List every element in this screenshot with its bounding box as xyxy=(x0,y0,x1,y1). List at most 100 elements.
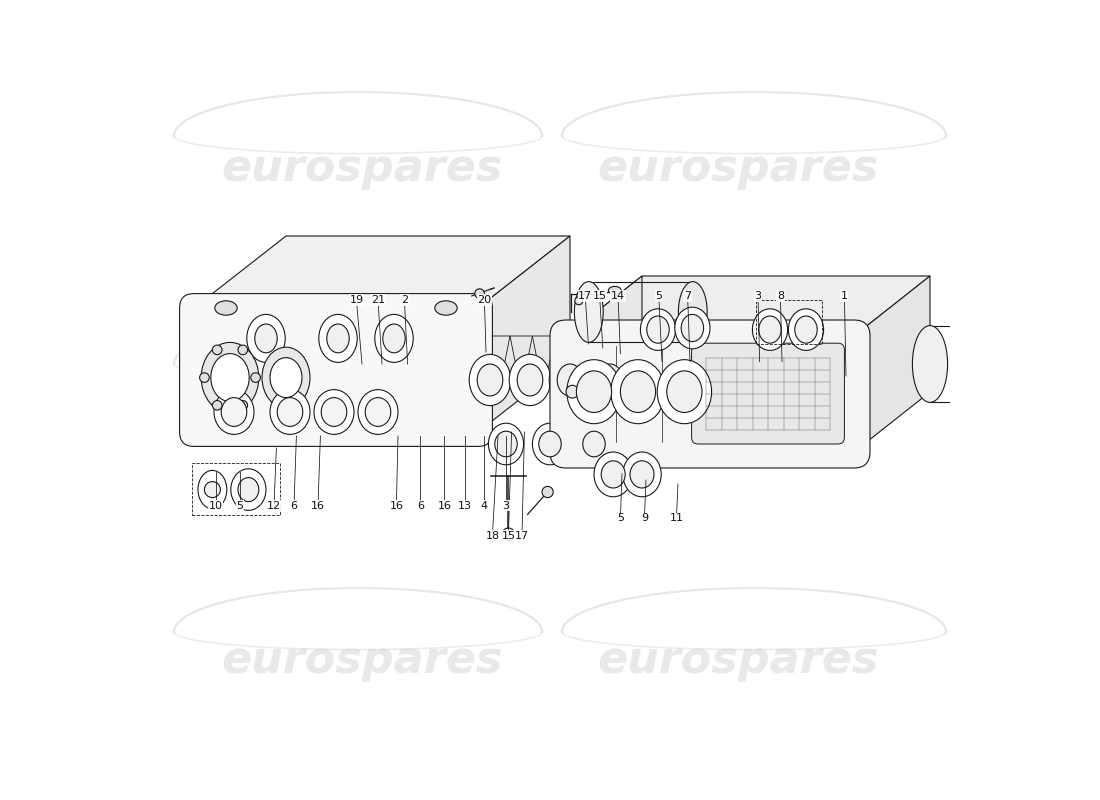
Text: 12: 12 xyxy=(267,501,282,510)
Polygon shape xyxy=(566,276,930,336)
Ellipse shape xyxy=(358,390,398,434)
Text: 13: 13 xyxy=(459,501,472,510)
Text: 8: 8 xyxy=(777,291,784,301)
Ellipse shape xyxy=(681,314,704,342)
Ellipse shape xyxy=(795,316,817,343)
Text: 20: 20 xyxy=(477,295,492,305)
Ellipse shape xyxy=(992,326,1027,402)
Ellipse shape xyxy=(262,347,310,408)
Text: 16: 16 xyxy=(438,501,451,510)
Ellipse shape xyxy=(488,423,524,465)
Ellipse shape xyxy=(383,324,405,353)
Ellipse shape xyxy=(495,431,517,457)
Ellipse shape xyxy=(517,364,542,396)
Text: eurospares: eurospares xyxy=(597,638,879,682)
Text: 10: 10 xyxy=(209,501,222,510)
Text: 9: 9 xyxy=(641,514,648,523)
Ellipse shape xyxy=(539,431,561,457)
Ellipse shape xyxy=(201,342,258,413)
Ellipse shape xyxy=(477,364,503,396)
Text: eurospares: eurospares xyxy=(221,370,503,414)
Ellipse shape xyxy=(327,324,349,353)
Ellipse shape xyxy=(674,307,710,349)
Text: 15: 15 xyxy=(593,291,606,301)
Ellipse shape xyxy=(590,354,630,406)
Ellipse shape xyxy=(623,452,661,497)
Text: 1: 1 xyxy=(840,291,848,301)
Ellipse shape xyxy=(752,309,788,350)
Ellipse shape xyxy=(532,423,568,465)
Ellipse shape xyxy=(231,469,266,510)
Ellipse shape xyxy=(434,301,458,315)
Ellipse shape xyxy=(270,358,302,398)
Circle shape xyxy=(475,289,484,298)
Ellipse shape xyxy=(255,324,277,353)
Ellipse shape xyxy=(375,314,414,362)
Ellipse shape xyxy=(558,364,583,396)
Polygon shape xyxy=(194,236,570,308)
Ellipse shape xyxy=(608,286,622,294)
Ellipse shape xyxy=(277,398,302,426)
Text: 14: 14 xyxy=(610,291,625,301)
Ellipse shape xyxy=(657,360,712,424)
FancyBboxPatch shape xyxy=(692,343,845,444)
Ellipse shape xyxy=(597,364,623,396)
Text: eurospares: eurospares xyxy=(597,146,879,190)
Text: 5: 5 xyxy=(236,501,243,510)
Text: 21: 21 xyxy=(371,295,385,305)
Circle shape xyxy=(205,482,220,498)
Ellipse shape xyxy=(576,423,612,465)
Text: eurospares: eurospares xyxy=(221,146,503,190)
Text: 17: 17 xyxy=(515,531,529,541)
Text: 3: 3 xyxy=(503,501,509,510)
Ellipse shape xyxy=(314,390,354,434)
Text: eurospares: eurospares xyxy=(597,370,879,414)
Ellipse shape xyxy=(238,478,258,502)
Circle shape xyxy=(251,373,261,382)
Circle shape xyxy=(212,401,222,410)
Circle shape xyxy=(238,345,248,354)
Ellipse shape xyxy=(549,354,591,406)
Text: 2: 2 xyxy=(400,295,408,305)
Text: 5: 5 xyxy=(656,291,662,301)
Text: eurospares: eurospares xyxy=(221,638,503,682)
Polygon shape xyxy=(478,236,570,432)
Text: 6: 6 xyxy=(417,501,424,510)
Text: 16: 16 xyxy=(389,501,404,510)
Text: 19: 19 xyxy=(350,295,363,305)
Ellipse shape xyxy=(602,461,625,488)
Ellipse shape xyxy=(509,354,551,406)
Ellipse shape xyxy=(566,360,621,424)
Text: 4: 4 xyxy=(481,501,488,510)
Text: 18: 18 xyxy=(485,531,499,541)
Ellipse shape xyxy=(640,309,675,350)
Ellipse shape xyxy=(270,390,310,434)
Circle shape xyxy=(575,297,583,305)
Circle shape xyxy=(212,345,222,354)
Text: 5: 5 xyxy=(617,514,624,523)
Ellipse shape xyxy=(214,301,238,315)
Ellipse shape xyxy=(198,470,227,509)
Circle shape xyxy=(566,386,579,398)
Ellipse shape xyxy=(319,314,358,362)
Ellipse shape xyxy=(912,326,947,402)
Polygon shape xyxy=(566,276,642,452)
Ellipse shape xyxy=(759,316,781,343)
Bar xyxy=(757,300,822,344)
Ellipse shape xyxy=(594,452,632,497)
Ellipse shape xyxy=(470,354,510,406)
Text: 15: 15 xyxy=(502,531,516,541)
Ellipse shape xyxy=(583,431,605,457)
FancyBboxPatch shape xyxy=(550,320,870,468)
Polygon shape xyxy=(854,276,930,452)
Text: 6: 6 xyxy=(290,501,297,510)
Ellipse shape xyxy=(667,371,702,413)
Ellipse shape xyxy=(620,371,656,413)
Text: 7: 7 xyxy=(684,291,691,301)
Ellipse shape xyxy=(679,282,707,342)
Text: 3: 3 xyxy=(755,291,761,301)
Ellipse shape xyxy=(574,282,603,342)
Ellipse shape xyxy=(630,461,654,488)
FancyBboxPatch shape xyxy=(179,294,493,446)
Ellipse shape xyxy=(610,360,665,424)
